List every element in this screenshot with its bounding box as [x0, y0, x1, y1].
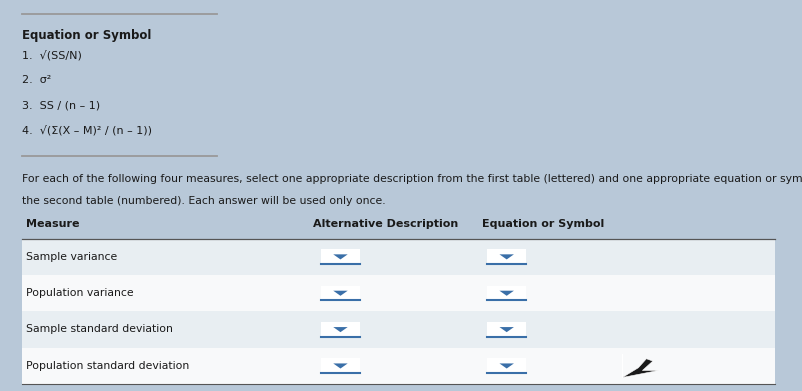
Polygon shape: [333, 327, 347, 332]
Bar: [321, 322, 359, 337]
Polygon shape: [499, 254, 513, 260]
Bar: [487, 322, 525, 337]
Bar: [487, 285, 525, 300]
Text: Equation or Symbol: Equation or Symbol: [22, 29, 152, 42]
Text: Population standard deviation: Population standard deviation: [26, 361, 189, 371]
Text: 3.  SS / (n – 1): 3. SS / (n – 1): [22, 100, 100, 110]
Bar: [321, 249, 359, 264]
Bar: [22, 348, 774, 384]
Text: Alternative Description: Alternative Description: [313, 219, 458, 229]
Bar: [22, 311, 774, 348]
Polygon shape: [333, 364, 347, 368]
Bar: [22, 275, 774, 311]
Text: Measure: Measure: [26, 219, 80, 229]
Bar: [487, 249, 525, 264]
Bar: [22, 239, 774, 275]
Polygon shape: [499, 364, 513, 368]
Polygon shape: [499, 327, 513, 332]
Polygon shape: [622, 354, 658, 378]
Bar: [321, 285, 359, 300]
Text: the second table (numbered). Each answer will be used only once.: the second table (numbered). Each answer…: [22, 196, 386, 206]
Text: Sample standard deviation: Sample standard deviation: [26, 325, 173, 334]
Polygon shape: [333, 291, 347, 296]
Polygon shape: [333, 254, 347, 260]
Text: For each of the following four measures, select one appropriate description from: For each of the following four measures,…: [22, 174, 802, 184]
Text: 4.  √(Σ(X – M)² / (n – 1)): 4. √(Σ(X – M)² / (n – 1)): [22, 125, 152, 136]
Bar: [321, 358, 359, 373]
Text: Population variance: Population variance: [26, 288, 134, 298]
Text: 2.  σ²: 2. σ²: [22, 75, 51, 85]
Text: 1.  √(SS/N): 1. √(SS/N): [22, 50, 83, 61]
Text: Equation or Symbol: Equation or Symbol: [481, 219, 603, 229]
Bar: [487, 358, 525, 373]
Polygon shape: [499, 291, 513, 296]
Text: Sample variance: Sample variance: [26, 252, 118, 262]
